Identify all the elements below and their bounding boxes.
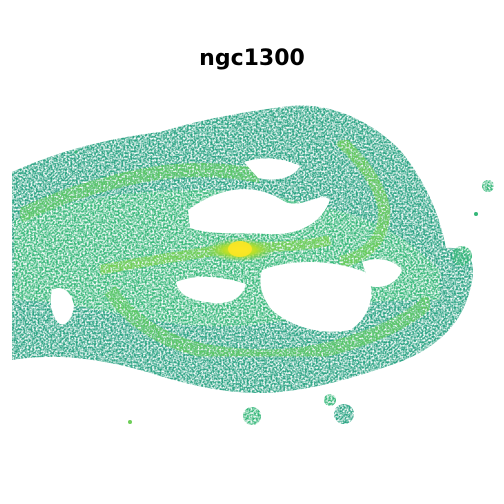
figure-title: ngc1300 <box>199 46 305 71</box>
galaxy-core <box>228 241 252 257</box>
